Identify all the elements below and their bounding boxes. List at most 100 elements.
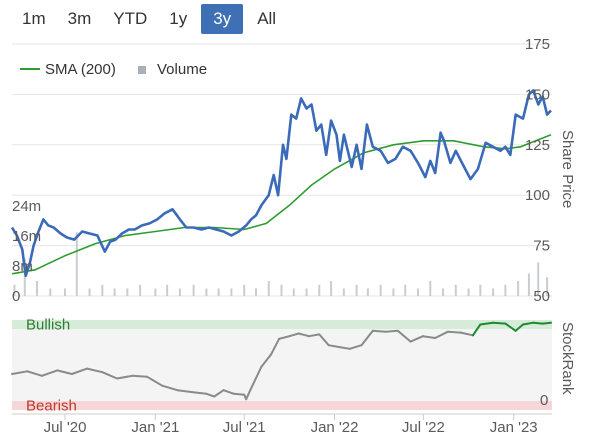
- volume-bar: [154, 288, 157, 296]
- bearish-label: Bearish: [26, 398, 77, 415]
- stockrank-line-segment: [522, 321, 535, 326]
- stockrank-neutral-zone: [12, 320, 552, 410]
- stockrank-line-segment: [337, 346, 351, 350]
- volume-y-axis-ticks: 24m 16m 8m 0: [12, 198, 41, 305]
- x-tick-label: Jan '21: [131, 419, 179, 433]
- volume-bar: [330, 281, 333, 296]
- stockrank-line-segment: [56, 369, 73, 375]
- volume-bar: [64, 288, 67, 296]
- stockrank-line-segment: [260, 353, 273, 368]
- volume-bar: [517, 281, 520, 296]
- stockrank-line-segment: [176, 389, 193, 393]
- range-selector: 1m 3m YTD 1y 3y All: [14, 4, 290, 34]
- price-y-tick-label: 125: [525, 137, 550, 154]
- volume-bar: [479, 284, 482, 296]
- stockrank-line-segment: [205, 392, 216, 398]
- volume-bar: [243, 284, 246, 296]
- volume-bar: [318, 284, 321, 296]
- stockrank-line-segment: [222, 389, 235, 395]
- stockrank-line-segment: [250, 365, 263, 390]
- volume-bar: [467, 288, 470, 296]
- price-axis-title: Share Price: [559, 130, 576, 208]
- stockrank-line-segment: [514, 323, 525, 332]
- range-button-ytd[interactable]: YTD: [113, 9, 148, 28]
- volume-bar: [36, 281, 39, 296]
- volume-bar: [546, 277, 549, 296]
- stockrank-line-segment: [459, 331, 474, 337]
- volume-legend-swatch: [138, 66, 146, 74]
- stockrank-line-segment: [318, 333, 330, 347]
- stockrank-line-segment: [421, 335, 437, 339]
- stockrank-line-segment: [70, 367, 89, 375]
- price-y-tick-label: 100: [525, 187, 550, 204]
- x-tick-label: Jan '22: [311, 419, 359, 433]
- volume-bar: [454, 284, 457, 296]
- stockrank-line-segment: [190, 391, 208, 395]
- volume-bar: [230, 288, 233, 296]
- bullish-zone: [12, 320, 552, 329]
- x-tick-label: Jan '23: [490, 419, 538, 433]
- volume-y-tick-label: 8m: [12, 258, 33, 275]
- volume-bar: [267, 281, 270, 296]
- stockrank-line-segment: [396, 329, 412, 343]
- stockrank-line-segment: [11, 370, 29, 375]
- stockrank-zones: Bullish Bearish: [12, 317, 552, 415]
- volume-bar: [205, 288, 208, 296]
- stockrank-line-segment: [327, 344, 340, 348]
- volume-bar: [416, 288, 419, 296]
- price-y-tick-label: 150: [525, 86, 550, 103]
- volume-bar: [305, 288, 308, 296]
- stockrank-line-segment: [434, 330, 449, 339]
- volume-bars: [13, 232, 549, 296]
- share-price-line: [10, 89, 552, 278]
- stockrank-line-segment: [270, 337, 281, 356]
- stockrank-line-segment: [288, 332, 300, 338]
- stockrank-line-segment: [245, 387, 253, 401]
- stockrank-line-segment: [297, 332, 310, 338]
- sma-legend-label[interactable]: SMA (200): [45, 61, 116, 78]
- volume-bar: [101, 284, 104, 296]
- volume-bar: [192, 284, 195, 296]
- stockrank-line-segment: [26, 370, 43, 377]
- stockrank-line-segment: [348, 344, 363, 350]
- volume-bar: [527, 273, 530, 296]
- range-button-3y[interactable]: 3y: [201, 4, 244, 34]
- price-y-tick-label: 50: [533, 288, 550, 305]
- volume-bar: [139, 284, 142, 296]
- bullish-label: Bullish: [26, 317, 70, 334]
- volume-bar: [292, 288, 295, 296]
- stockrank-line-segment: [146, 375, 164, 387]
- volume-bar: [392, 288, 395, 296]
- x-axis: Jul '20 Jan '21 Jul '21 Jan '22 Jul '22 Jan '…: [12, 413, 552, 433]
- range-button-3m[interactable]: 3m: [67, 9, 92, 28]
- price-y-tick-label: 175: [525, 36, 550, 53]
- volume-bar: [504, 284, 507, 296]
- volume-bar: [217, 288, 220, 296]
- stockrank-line-segment: [360, 329, 374, 347]
- volume-bar: [88, 288, 91, 296]
- volume-bar: [254, 288, 257, 296]
- range-button-all[interactable]: All: [257, 9, 277, 28]
- stockrank-line-segment: [479, 321, 495, 326]
- volume-bar: [75, 232, 78, 296]
- volume-bar: [113, 288, 116, 296]
- volume-bar: [280, 284, 283, 296]
- stockrank-zero-tick: 0: [540, 392, 548, 409]
- x-tick-label: Jul '22: [402, 419, 445, 433]
- volume-bar: [23, 258, 26, 296]
- stockrank-line-segment: [232, 392, 246, 396]
- bearish-zone: [12, 401, 552, 410]
- range-button-1y[interactable]: 1y: [169, 9, 188, 28]
- stockrank-series: [11, 321, 553, 401]
- stockrank-line-segment: [161, 384, 179, 392]
- volume-bar: [49, 288, 52, 296]
- stockrank-line-segment: [371, 329, 387, 333]
- volume-bar: [13, 284, 16, 296]
- volume-bar: [178, 288, 181, 296]
- volume-bar: [126, 288, 129, 296]
- volume-legend-label[interactable]: Volume: [157, 61, 207, 78]
- range-button-1m[interactable]: 1m: [22, 9, 46, 28]
- stockrank-line-segment: [213, 389, 225, 398]
- stockrank-line-segment: [446, 330, 462, 334]
